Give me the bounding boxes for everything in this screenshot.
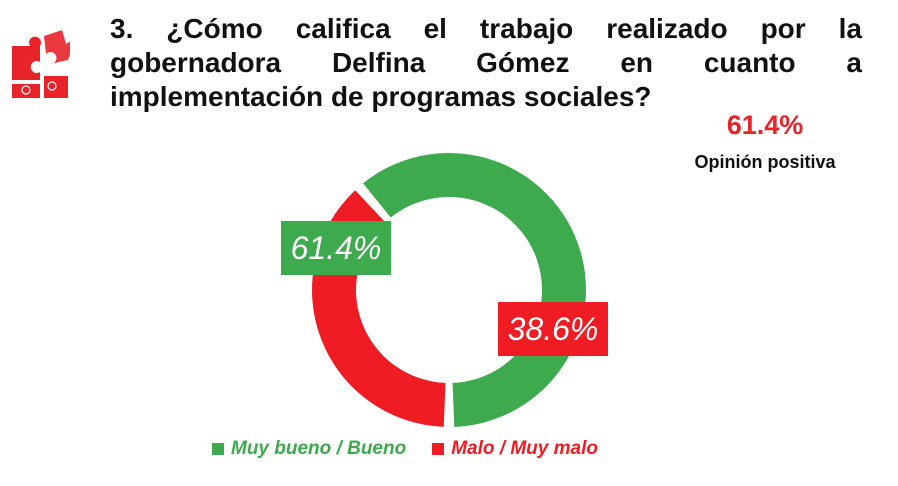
data-label-negative: 38.6% xyxy=(498,302,608,356)
data-label-text: 38.6% xyxy=(508,311,599,347)
donut-slice-positive xyxy=(363,152,586,427)
data-label-text: 61.4% xyxy=(291,230,382,266)
legend-swatch-negative xyxy=(432,443,445,455)
puzzle-logo-icon xyxy=(12,30,70,98)
legend-label-positive: Muy bueno / Bueno xyxy=(231,438,407,459)
data-label-box xyxy=(498,302,608,356)
legend-swatch-positive xyxy=(212,443,224,455)
kpi-value: 61.4% xyxy=(726,110,804,140)
legend-label-negative: Malo / Muy malo xyxy=(451,438,598,459)
kpi-label: Opinión positiva xyxy=(694,152,836,172)
legend-item-positive: Muy bueno / Bueno xyxy=(212,438,406,460)
data-label-box xyxy=(281,221,391,275)
data-label-positive: 61.4% xyxy=(281,221,391,275)
chart-legend: Muy bueno / Bueno Malo / Muy malo xyxy=(212,432,598,466)
legend-item-negative: Malo / Muy malo xyxy=(432,438,598,460)
question-title: 3. ¿Cómo califica el trabajo realizado p… xyxy=(110,13,862,112)
